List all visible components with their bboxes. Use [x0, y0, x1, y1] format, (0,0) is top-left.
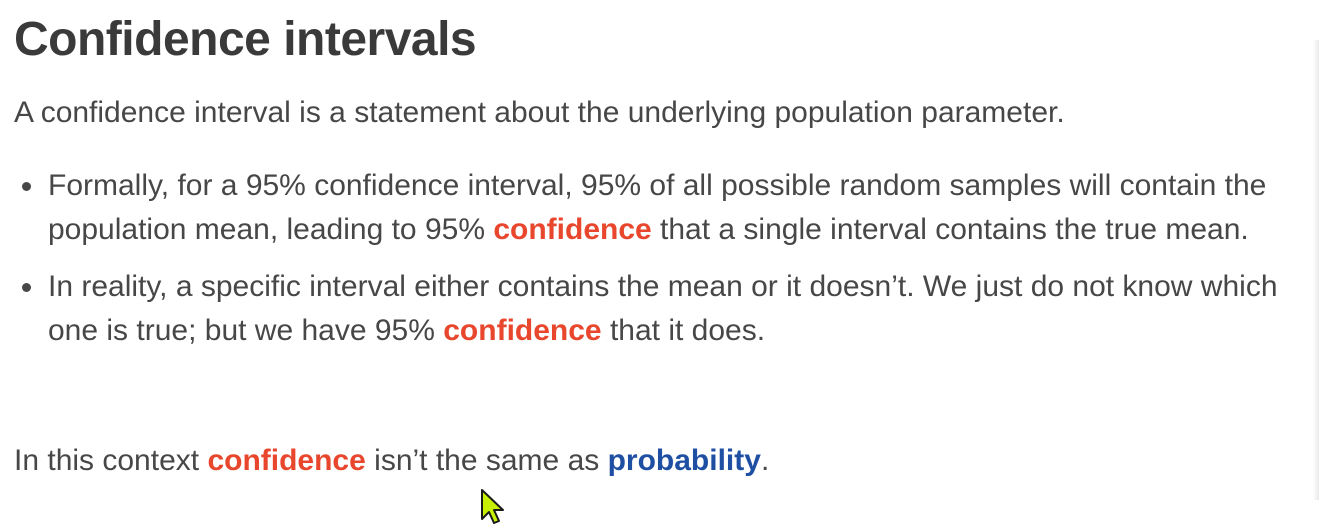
- list-item: In reality, a specific interval either c…: [0, 265, 1300, 353]
- closing-middle: isn’t the same as: [365, 444, 608, 477]
- closing-prefix: In this context: [14, 444, 208, 477]
- list-item: Formally, for a 95% confidence interval,…: [0, 164, 1300, 252]
- highlight-confidence: confidence: [207, 444, 366, 477]
- bullet-list: Formally, for a 95% confidence interval,…: [0, 164, 1300, 353]
- bullet-icon: [22, 283, 31, 292]
- highlight-confidence: confidence: [493, 213, 652, 246]
- scroll-edge: [1313, 40, 1319, 500]
- bullet-text-part: In reality, a specific interval either c…: [48, 270, 1278, 347]
- bullet-text: In reality, a specific interval either c…: [48, 265, 1288, 353]
- bullet-text-part: Formally, for a 95% confidence interval,…: [48, 169, 1267, 246]
- intro-text: A confidence interval is a statement abo…: [14, 96, 1065, 129]
- highlight-confidence: confidence: [443, 314, 602, 347]
- closing-text: In this context confidence isn’t the sam…: [14, 439, 769, 483]
- slide-title: Confidence intervals: [14, 13, 477, 66]
- mouse-pointer-icon: [481, 489, 504, 524]
- bullet-text: Formally, for a 95% confidence interval,…: [48, 164, 1288, 252]
- closing-suffix: .: [760, 444, 770, 477]
- highlight-probability: probability: [607, 444, 761, 477]
- bullet-text-part: that a single interval contains the true…: [651, 213, 1249, 246]
- bullet-text-part: that it does.: [601, 314, 766, 347]
- bullet-icon: [22, 182, 31, 191]
